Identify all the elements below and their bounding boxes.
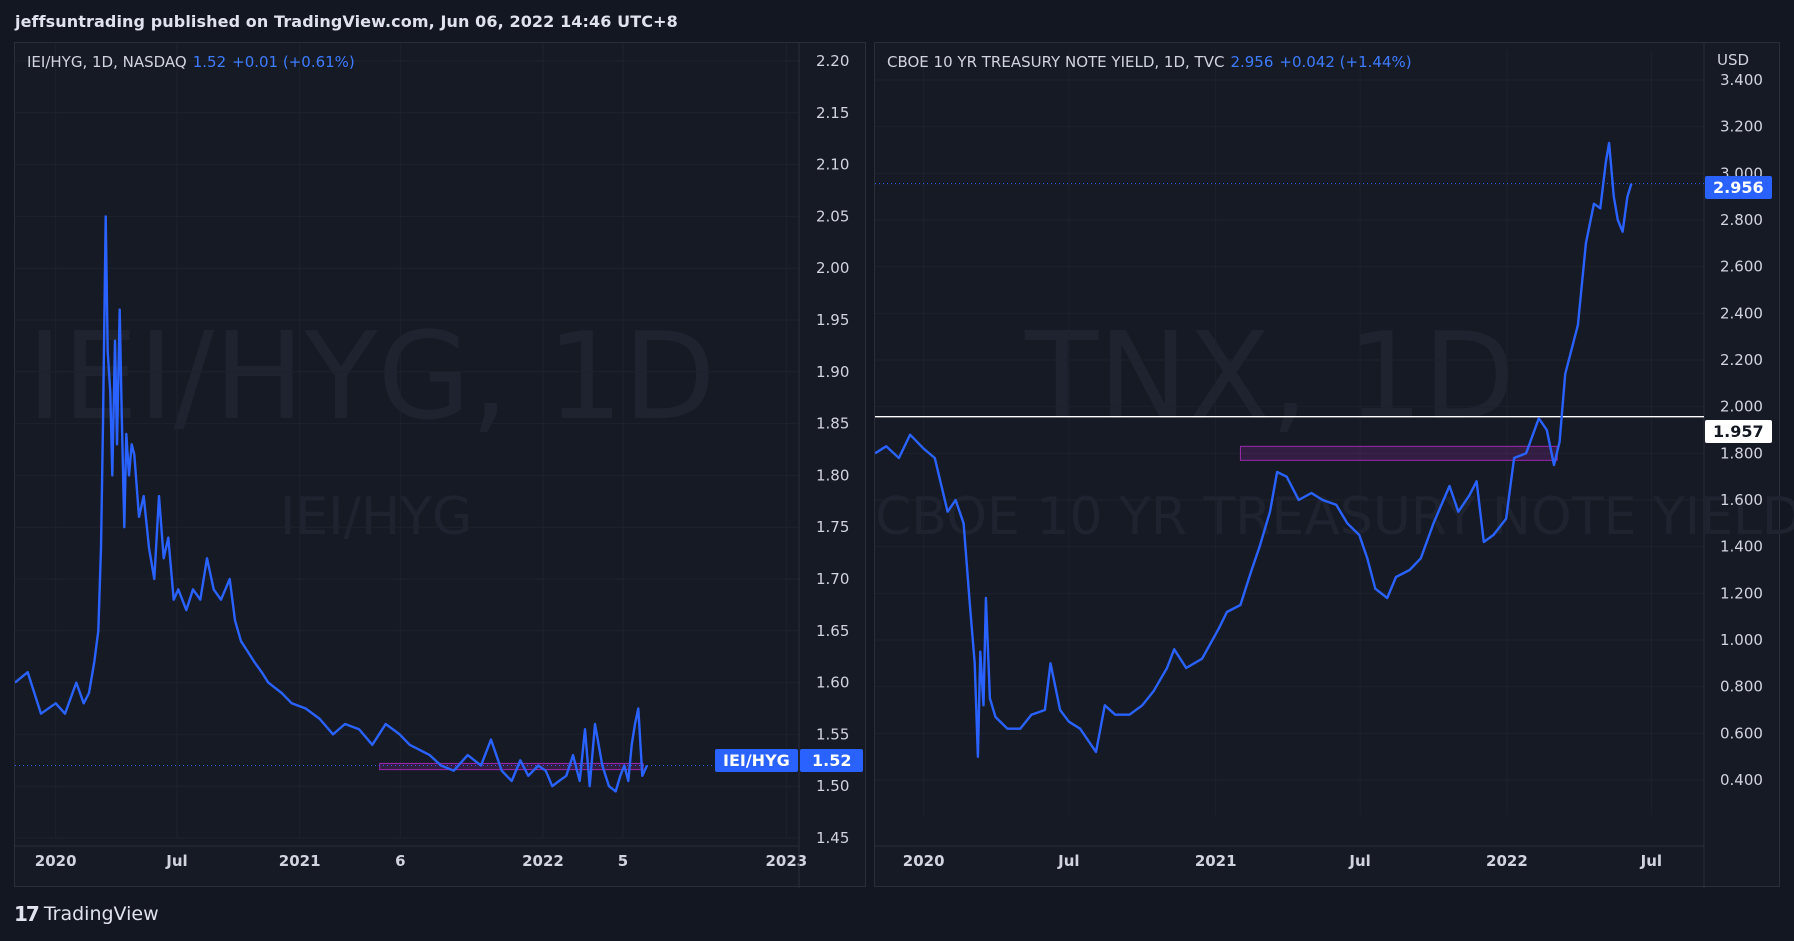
footer-brand[interactable]: 17 TradingView (14, 902, 159, 926)
x-tick-label: 2020 (903, 852, 945, 870)
y-tick-label: 1.95 (816, 311, 849, 329)
hline-price-tag: 1.957 (1705, 420, 1772, 443)
x-tick-label: 2022 (522, 852, 564, 870)
y-tick-label: 0.600 (1720, 724, 1763, 742)
y-tick-label: 1.60 (816, 674, 849, 692)
legend-change: +0.042 (+1.44%) (1279, 53, 1412, 71)
highlight-box (379, 762, 644, 771)
series-line (875, 141, 1633, 758)
y-tick-label: 2.600 (1720, 258, 1763, 276)
y-tick-label: 3.200 (1720, 118, 1763, 136)
x-tick-label: Jul (1057, 852, 1079, 870)
x-tick-label: Jul (165, 852, 187, 870)
y-tick-label: 2.000 (1720, 398, 1763, 416)
legend-last-value: 1.52 (192, 53, 227, 71)
y-tick-label: 2.800 (1720, 211, 1763, 229)
x-tick-label: Jul (1348, 852, 1370, 870)
y-tick-label: 0.400 (1720, 771, 1763, 789)
legend-symbol: IEI/HYG, 1D, NASDAQ (27, 53, 187, 71)
y-tick-label: 1.600 (1720, 491, 1763, 509)
y-tick-label: 1.45 (816, 829, 849, 847)
y-tick-label: 1.400 (1720, 538, 1763, 556)
tradingview-logo-icon: 17 (14, 902, 40, 926)
chart-panel-iei-hyg[interactable]: IEI/HYG, 1D IEI/HYG 1.45 1.50 1.55 1.60 1.65… (14, 42, 867, 888)
y-tick-label: 2.400 (1720, 304, 1763, 322)
highlight-box (1239, 445, 1558, 461)
x-tick-label: 6 (395, 852, 405, 870)
x-tick-label: 2022 (1486, 852, 1528, 870)
y-tick-label: 0.800 (1720, 678, 1763, 696)
x-tick-label: Jul (1640, 852, 1662, 870)
y-tick-label: 1.000 (1720, 631, 1763, 649)
symbol-tag: IEI/HYG (715, 749, 798, 772)
x-tick-label: 2021 (279, 852, 321, 870)
legend-iei-hyg: IEI/HYG, 1D, NASDAQ 1.52 +0.01 (+0.61%) (27, 53, 355, 71)
y-tick-label: 1.75 (816, 518, 849, 536)
last-price-tag: 2.956 (1705, 176, 1772, 199)
y-tick-label: 2.15 (816, 104, 849, 122)
brand-name: TradingView (43, 903, 159, 925)
price-chart-iei-hyg[interactable]: 1.45 1.50 1.55 1.60 1.65 1.70 1.75 1.80 1.85 1.90… (15, 43, 867, 888)
y-tick-label: 1.90 (816, 363, 849, 381)
y-tick-label: 2.200 (1720, 351, 1763, 369)
y-tick-label: 2.05 (816, 207, 849, 225)
y-tick-label: 1.70 (816, 570, 849, 588)
last-price-tag: 1.52 (800, 749, 864, 772)
legend-last-value: 2.956 (1230, 53, 1274, 71)
y-tick-label: 2.00 (816, 259, 849, 277)
y-tick-label: 1.50 (816, 777, 849, 795)
series-line (15, 215, 649, 793)
x-tick-label: 2021 (1195, 852, 1237, 870)
y-tick-label: 3.400 (1720, 71, 1763, 89)
y-tick-label: 2.10 (816, 156, 849, 174)
y-tick-label: 1.200 (1720, 584, 1763, 602)
chart-panel-tnx[interactable]: TNX, 1D CBOE 10 YR TREASURY NOTE YIELD 0… (874, 42, 1794, 888)
y-tick-label: 2.20 (816, 52, 849, 70)
y-tick-label: 1.55 (816, 725, 849, 743)
currency-label: USD (1717, 51, 1750, 69)
x-tick-label: 5 (618, 852, 628, 870)
y-tick-label: 1.85 (816, 415, 849, 433)
price-chart-tnx[interactable]: 0.400 0.600 0.800 1.000 1.200 1.400 1.600 1.800… (875, 43, 1781, 888)
y-tick-label: 1.800 (1720, 444, 1763, 462)
legend-change: +0.01 (+0.61%) (232, 53, 355, 71)
x-tick-label: 2020 (35, 852, 77, 870)
y-tick-label: 1.80 (816, 466, 849, 484)
legend-symbol: CBOE 10 YR TREASURY NOTE YIELD, 1D, TVC (887, 53, 1225, 71)
x-tick-label: 2023 (765, 852, 807, 870)
y-tick-label: 1.65 (816, 622, 849, 640)
legend-tnx: CBOE 10 YR TREASURY NOTE YIELD, 1D, TVC 2… (887, 53, 1412, 71)
published-header: jeffsuntrading published on TradingView.… (15, 12, 678, 31)
